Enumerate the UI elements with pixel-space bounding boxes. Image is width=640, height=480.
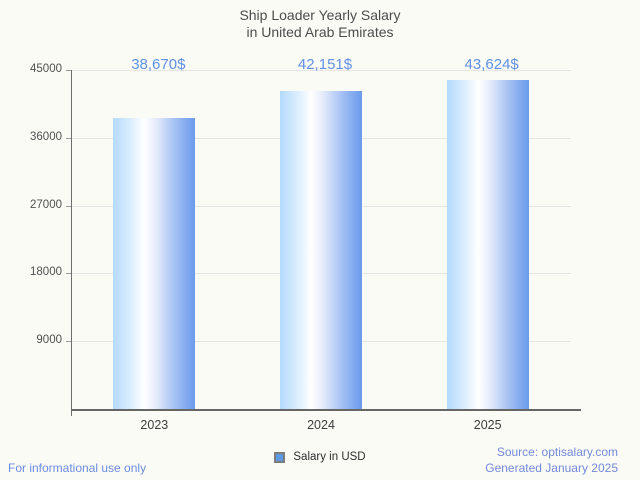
value-label-2025: 43,624$: [464, 56, 519, 73]
y-tick-label-36000: 36000: [30, 130, 62, 143]
disclaimer-text: For informational use only: [8, 461, 147, 475]
generated-text: Generated January 2025: [485, 461, 618, 475]
y-tick-18000: [66, 273, 71, 275]
y-tick-36000: [66, 137, 71, 139]
legend-marker-icon: [274, 451, 286, 463]
y-tick-27000: [66, 205, 71, 207]
x-category-2025: 2025: [473, 418, 502, 432]
source-block: Source: optisalary.com Generated January…: [485, 444, 618, 476]
x-axis: [71, 409, 581, 411]
chart-title-line1: Ship Loader Yearly Salary: [239, 7, 401, 23]
y-tick-label-45000: 45000: [30, 63, 62, 75]
chart-title-line2: in United Arab Emirates: [246, 24, 394, 40]
x-axis-origin-tick: [71, 411, 72, 416]
bar-2024[interactable]: [280, 91, 362, 409]
bar-2023[interactable]: [113, 117, 196, 409]
y-tick-label-18000: 18000: [30, 266, 62, 279]
y-axis: [71, 70, 72, 409]
legend-label: Salary in USD: [293, 451, 366, 463]
bar-2025[interactable]: [446, 80, 529, 409]
y-tick-label-9000: 9000: [36, 334, 62, 347]
chart-legend[interactable]: Salary in USD: [0, 451, 640, 463]
source-text: Source: optisalary.com: [496, 445, 618, 459]
gridline-45000: [71, 70, 571, 71]
y-tick-label-27000: 27000: [30, 198, 62, 211]
chart-title: Ship Loader Yearly Salary in United Arab…: [0, 7, 640, 41]
y-tick-45000: [66, 70, 71, 71]
x-category-2023: 2023: [140, 418, 169, 432]
x-category-2024: 2024: [307, 418, 335, 432]
value-label-2024: 42,151$: [297, 56, 353, 73]
value-label-2023: 38,670$: [131, 56, 186, 73]
y-tick-9000: [66, 341, 71, 343]
